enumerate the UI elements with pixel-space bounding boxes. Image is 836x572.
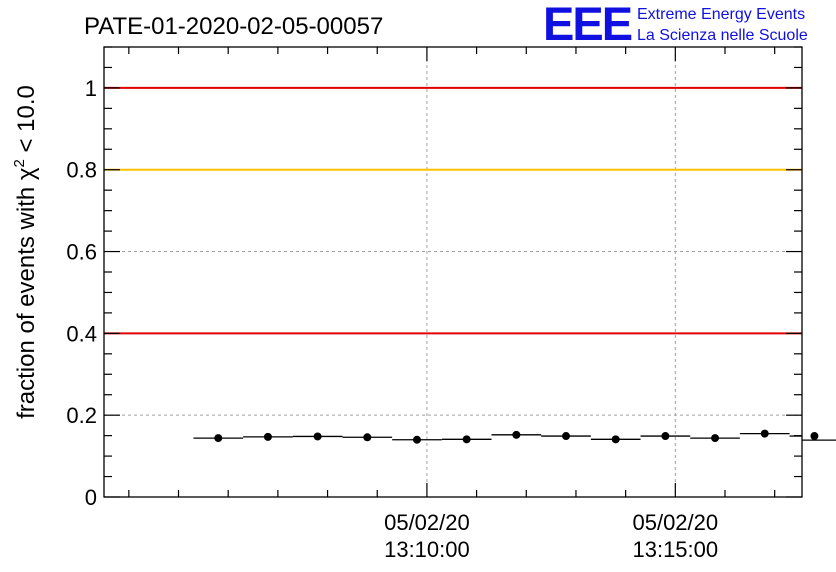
chart-title: PATE-01-2020-02-05-00057	[84, 13, 383, 40]
x-tick-label-date: 05/02/20	[384, 510, 470, 535]
data-point-2	[313, 432, 322, 441]
y-tick-label: 0.8	[66, 158, 97, 183]
data-point-3	[363, 433, 372, 442]
y-axis-label-sup: 2	[11, 159, 28, 167]
data-point-12	[810, 432, 819, 441]
data-point-8	[611, 435, 620, 444]
data-point-4	[412, 435, 421, 444]
data-point-1	[263, 432, 272, 441]
data-point-10	[711, 434, 720, 443]
y-axis-label-suffix: < 10.0	[13, 85, 40, 159]
data-point-9	[661, 432, 670, 441]
data-series	[193, 429, 836, 444]
data-point-7	[562, 432, 571, 441]
y-tick-label: 0.2	[66, 403, 97, 428]
y-tick-label: 0	[85, 485, 97, 510]
y-axis-label: fraction of events with χ2 < 10.0	[11, 85, 40, 419]
y-axis: 0 0.2 0.4 0.6 0.8 1	[66, 46, 802, 510]
data-point-5	[462, 435, 471, 444]
plot-frame	[103, 46, 803, 498]
logo-line-1: Extreme Energy Events	[637, 6, 805, 23]
logo: EEE Extreme Energy Events La Scienza nel…	[543, 0, 808, 50]
data-point-11	[760, 429, 769, 438]
y-tick-label: 0.6	[66, 240, 97, 265]
y-tick-label: 1	[85, 76, 97, 101]
y-axis-label-symbol: χ	[13, 167, 40, 180]
plot-border	[103, 46, 803, 498]
logo-line-2: La Scienza nelle Scuole	[637, 27, 808, 44]
grid	[104, 47, 802, 497]
data-point-0	[214, 434, 223, 443]
x-tick-label-time: 13:10:00	[384, 537, 470, 562]
data-point-6	[512, 430, 521, 439]
reference-lines	[104, 86, 802, 335]
logo-mark: EEE	[543, 0, 632, 50]
y-axis-label-prefix: fraction of events with	[13, 180, 40, 419]
x-tick-label-time: 13:15:00	[632, 537, 718, 562]
x-tick-label-date: 05/02/20	[632, 510, 718, 535]
y-tick-label: 0.4	[66, 321, 97, 346]
